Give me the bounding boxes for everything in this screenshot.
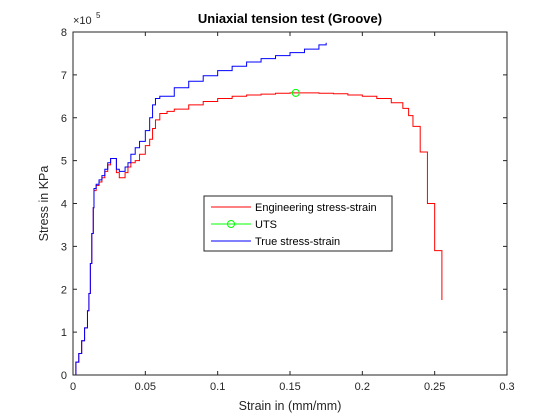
x-tick-label: 0.1 — [210, 381, 225, 393]
y-tick-label: 7 — [61, 70, 67, 82]
y-tick-label: 8 — [61, 27, 67, 39]
y-tick-label: 1 — [61, 327, 67, 339]
y-tick-label: 3 — [61, 241, 67, 253]
x-tick-label: 0.15 — [279, 381, 300, 393]
y-tick-label: 5 — [61, 156, 67, 168]
legend: Engineering stress-strain UTS True stress-… — [203, 195, 393, 252]
y-tick-label: 2 — [61, 284, 67, 296]
legend-marker — [227, 220, 235, 228]
y-tick-label: 0 — [61, 370, 67, 382]
series-line-true-stress-strain — [73, 42, 327, 376]
x-tick-label: 0.3 — [499, 381, 514, 393]
legend-label: UTS — [255, 219, 277, 231]
x-tick-label: 0 — [70, 381, 76, 393]
chart-title: Uniaxial tension test (Groove) — [198, 11, 382, 26]
tick-layer: 0 0.05 0.1 0.15 0.2 0.25 0.3 0 1 2 3 4 5 6 7 8 — [61, 27, 515, 393]
legend-label: True stress-strain — [255, 236, 340, 248]
legend-label: Engineering stress-strain — [255, 202, 377, 214]
y-tick-label: 6 — [61, 113, 67, 125]
series-layer — [73, 42, 443, 376]
x-axis-label: Strain in (mm/mm) — [239, 399, 342, 413]
x-tick-label: 0.05 — [135, 381, 156, 393]
y-exponent-base: ×10 — [73, 15, 92, 27]
y-tick-label: 4 — [61, 199, 67, 211]
y-axis-exponent: ×10 5 — [73, 11, 101, 27]
data-point-uts — [291, 88, 300, 97]
y-axis-label: Stress in KPa — [37, 166, 51, 242]
x-tick-label: 0.2 — [355, 381, 370, 393]
y-exponent-power: 5 — [96, 11, 101, 20]
marker-layer — [291, 88, 300, 97]
x-tick-label: 0.25 — [424, 381, 445, 393]
